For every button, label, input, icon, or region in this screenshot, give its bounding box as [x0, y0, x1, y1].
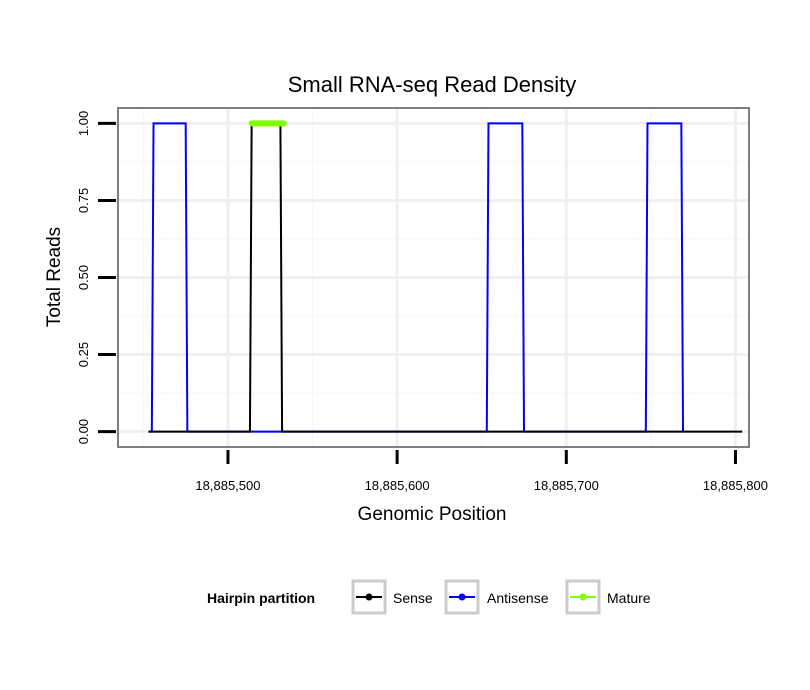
y-tick-label: 0.50 — [76, 265, 91, 290]
legend-key-dot-antisense — [458, 593, 466, 601]
legend-title: Hairpin partition — [207, 590, 315, 606]
plot-panel-border — [117, 107, 750, 448]
legend-items: Sense Antisense Mature — [351, 579, 651, 615]
y-axis-title: Total Reads — [44, 227, 65, 327]
x-axis-title: Genomic Position — [358, 504, 507, 525]
x-tick-label: 18,885,600 — [365, 478, 430, 493]
x-tick-label: 18,885,500 — [195, 478, 260, 493]
legend-key-dot-sense — [365, 593, 373, 601]
x-axis: 18,885,500 18,885,600 18,885,700 18,885,800 — [195, 450, 768, 493]
legend-key-dot-mature — [579, 593, 587, 601]
y-tick-label: 0.00 — [76, 419, 91, 444]
y-tick-label: 0.75 — [76, 188, 91, 213]
series-layer — [148, 120, 743, 433]
y-tick-label: 0.25 — [76, 342, 91, 367]
x-tick-label: 18,885,700 — [534, 478, 599, 493]
chart-title: Small RNA-seq Read Density — [288, 72, 577, 97]
legend-label-sense: Sense — [393, 590, 433, 606]
legend-label-mature: Mature — [607, 590, 651, 606]
y-tick-label: 1.00 — [76, 111, 91, 136]
legend-label-antisense: Antisense — [487, 590, 549, 606]
x-tick-label: 18,885,800 — [703, 478, 768, 493]
y-axis: 0.00 0.25 0.50 0.75 1.00 — [76, 111, 116, 444]
legend: Hairpin partition Sense Antisense Mature — [207, 579, 651, 615]
